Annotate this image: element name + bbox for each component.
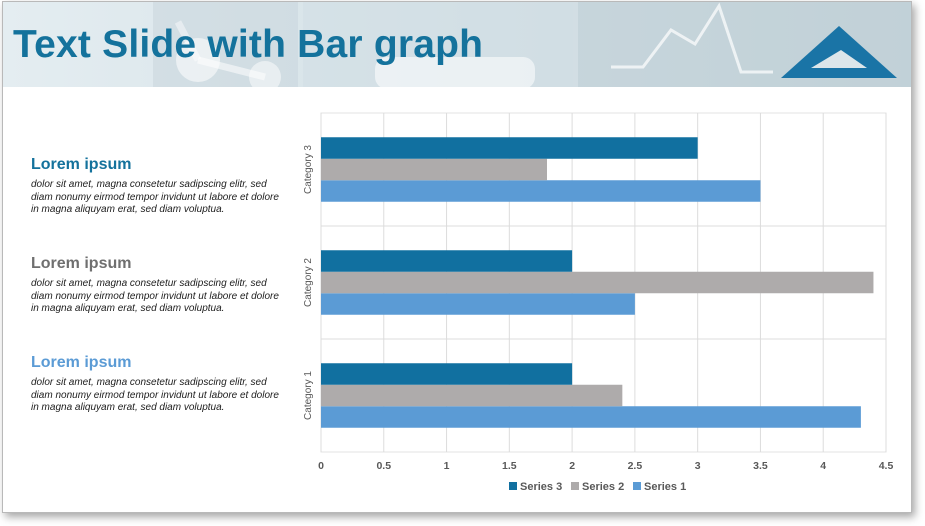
- x-tick-label: 0.5: [376, 460, 391, 472]
- x-tick-label: 1: [444, 460, 450, 472]
- x-tick-label: 3.5: [753, 460, 768, 472]
- x-tick-label: 1.5: [502, 460, 517, 472]
- text-section-2: Lorem ipsum dolor sit amet, magna conset…: [31, 254, 281, 316]
- legend-label: Series 1: [644, 481, 686, 493]
- legend-swatch: [633, 482, 641, 490]
- legend-swatch: [571, 482, 579, 490]
- category-label: Category 3: [303, 145, 314, 194]
- bar-series-1: [321, 180, 761, 202]
- category-label: Category 1: [303, 371, 314, 420]
- bar-series-1: [321, 406, 861, 428]
- bar-series-3: [321, 363, 573, 385]
- section-body-1: dolor sit amet, magna consetetur sadipsc…: [31, 179, 279, 215]
- bar-series-3: [321, 137, 698, 159]
- text-section-3: Lorem ipsum dolor sit amet, magna conset…: [31, 353, 281, 415]
- legend-swatch: [509, 482, 517, 490]
- x-tick-label: 2.5: [628, 460, 643, 472]
- x-tick-label: 4: [820, 460, 826, 472]
- section-heading-3: Lorem ipsum: [31, 354, 132, 371]
- x-tick-label: 3: [695, 460, 701, 472]
- bar-series-2: [321, 384, 623, 407]
- bar-series-2: [321, 271, 874, 294]
- text-section-1: Lorem ipsum dolor sit amet, magna conset…: [31, 155, 281, 217]
- section-body-3: dolor sit amet, magna consetetur sadipsc…: [31, 377, 279, 413]
- bar-chart-canvas: 0 0.5 1 1.5 2 2.5 3 3.5 4 4.5 Category 1 Category 2…: [303, 112, 894, 493]
- category-label: Category 2: [303, 258, 314, 307]
- bar-chart: 0 0.5 1 1.5 2 2.5 3 3.5 4 4.5 Category 1 Category 2…: [299, 102, 899, 507]
- bar-series-2: [321, 158, 547, 181]
- section-heading-2: Lorem ipsum: [31, 255, 132, 272]
- slide-title: Text Slide with Bar graph: [13, 23, 484, 66]
- x-tick-label: 0: [318, 460, 324, 472]
- x-tick-label: 4.5: [879, 460, 894, 472]
- x-tick-label: 2: [569, 460, 575, 472]
- header-banner: Text Slide with Bar graph: [3, 2, 911, 87]
- bar-series-3: [321, 250, 573, 272]
- legend-label: Series 2: [582, 481, 624, 493]
- section-body-2: dolor sit amet, magna consetetur sadipsc…: [31, 278, 279, 314]
- slide: Text Slide with Bar graph Lorem ipsum do…: [2, 1, 912, 513]
- section-heading-1: Lorem ipsum: [31, 156, 132, 173]
- triangle-logo-icon: [781, 26, 897, 78]
- legend-label: Series 3: [520, 481, 562, 493]
- bar-series-1: [321, 293, 635, 315]
